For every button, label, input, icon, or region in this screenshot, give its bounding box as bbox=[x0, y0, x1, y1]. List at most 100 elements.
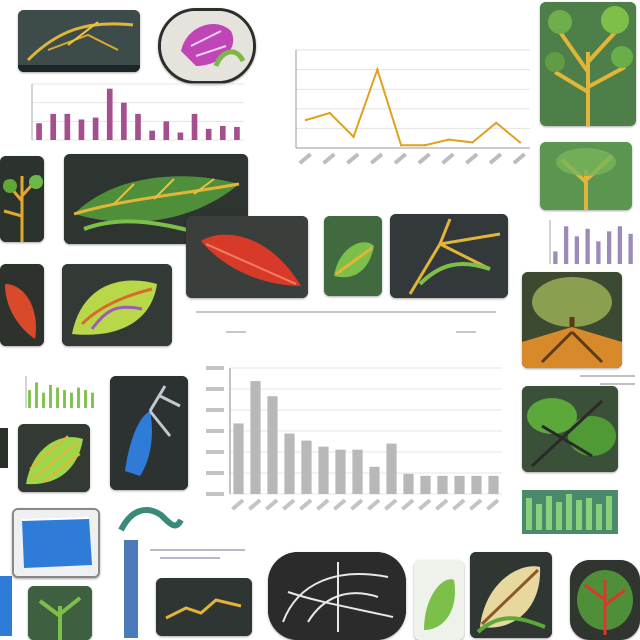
line-chart-x-tick-label bbox=[346, 152, 360, 165]
bar_chart_left-bar bbox=[70, 392, 73, 408]
colorful-leaf-tile bbox=[62, 264, 172, 346]
line-chart-x-tick-label bbox=[465, 152, 479, 165]
white-vein-tile bbox=[268, 552, 406, 640]
bar_chart_top-bar bbox=[163, 121, 170, 140]
bar_chart_top-bar bbox=[205, 128, 212, 140]
bar_chart_right-bar bbox=[563, 226, 569, 264]
dark-line-tile bbox=[156, 578, 252, 636]
text-lines-right bbox=[580, 372, 640, 390]
bar-chart-bar bbox=[369, 466, 380, 494]
bar-chart-x-tick-label bbox=[282, 498, 296, 511]
line-chart-point bbox=[304, 118, 308, 122]
line-chart-point bbox=[471, 141, 474, 144]
bar-chart-bar bbox=[301, 440, 312, 494]
line-chart bbox=[268, 28, 538, 212]
bar-chart-bar bbox=[335, 449, 346, 494]
green-tree-tile-right bbox=[540, 142, 632, 210]
line-chart-point bbox=[328, 111, 331, 115]
bar-chart-bar bbox=[284, 433, 295, 494]
bar-chart-x-tick-label bbox=[384, 498, 398, 511]
dried-leaf-tile bbox=[470, 552, 552, 638]
line-chart-x-tick-label bbox=[417, 152, 431, 165]
bar-chart-bar bbox=[488, 475, 499, 494]
bar_chart_left-bar bbox=[49, 384, 52, 408]
blue-strip-left bbox=[0, 576, 12, 636]
bar-chart-x-tick-label bbox=[469, 498, 483, 511]
plant-tile-top-left bbox=[18, 10, 140, 72]
bar_chart_top-bar bbox=[191, 113, 198, 140]
vein-tile-left bbox=[0, 156, 44, 242]
bar_chart_top-bar bbox=[92, 117, 99, 140]
bar_chart_top-bar bbox=[135, 113, 141, 140]
bar-chart-x-tick-label bbox=[299, 498, 313, 511]
bar_chart_right-bar bbox=[596, 241, 601, 264]
line-chart-x-tick-label bbox=[488, 152, 503, 165]
bar-chart-main bbox=[190, 340, 520, 540]
bar-chart-bar bbox=[250, 381, 261, 494]
line-chart-x-tick-label bbox=[369, 152, 384, 165]
bar-chart-bar bbox=[386, 443, 397, 494]
striped-leaf-tile bbox=[18, 424, 90, 492]
bar-chart-x-tick-label bbox=[452, 498, 466, 511]
bar-chart-bar bbox=[318, 446, 329, 494]
bar-chart-bar bbox=[420, 475, 431, 494]
line-chart-series-line bbox=[305, 66, 521, 147]
bar-chart-y-tick-label bbox=[206, 408, 224, 412]
bar-chart-x-tick-label bbox=[265, 498, 279, 511]
line-chart-point bbox=[423, 144, 427, 147]
bar-chart-x-tick-label bbox=[418, 498, 432, 511]
blue-strip-bottom bbox=[124, 540, 138, 638]
bar_chart_top-bar bbox=[149, 130, 155, 140]
green-leaf-tile-bottom bbox=[414, 560, 464, 640]
bar_chart_top-bar bbox=[219, 126, 226, 140]
bar-chart-bar bbox=[471, 475, 482, 494]
bar_chart_right-bar bbox=[574, 236, 580, 264]
bar-chart-x-tick-label bbox=[486, 498, 500, 511]
text-lines-middle bbox=[186, 306, 506, 336]
line-chart-point bbox=[376, 68, 379, 71]
blue-stem-tile bbox=[110, 376, 188, 490]
bar-chart-x-tick-label bbox=[401, 498, 415, 511]
small-icon-left bbox=[0, 428, 8, 468]
red-vein-tile-bottom bbox=[570, 560, 640, 640]
line-chart-x-tick-label bbox=[322, 152, 336, 165]
green-bar-strip-right bbox=[522, 490, 618, 534]
bar_chart_left-bar bbox=[42, 392, 45, 408]
line-chart-point bbox=[518, 141, 522, 144]
teal-plant-fragment bbox=[116, 500, 186, 540]
bar-chart-x-tick-label bbox=[435, 498, 449, 511]
line-chart-point bbox=[352, 135, 355, 138]
line-chart-x-tick-label bbox=[441, 152, 455, 165]
bar-chart-y-tick-label bbox=[206, 366, 224, 370]
bar_chart_right-bar bbox=[606, 231, 612, 264]
bar-chart-right-svg bbox=[549, 220, 633, 264]
bar-chart-right bbox=[540, 214, 640, 270]
bar-chart-top-svg bbox=[31, 83, 244, 141]
bar_chart_right-bar bbox=[585, 228, 590, 264]
blue-map-tile bbox=[12, 508, 100, 578]
bar-chart-x-tick-label bbox=[248, 498, 262, 511]
bar_chart_left-bar bbox=[91, 392, 94, 408]
green-leaves-tile-right bbox=[522, 386, 618, 472]
bar_chart_left-bar bbox=[77, 387, 80, 408]
bar-chart-main-svg bbox=[206, 366, 502, 511]
line-chart-x-tick-label bbox=[512, 152, 526, 165]
small-leaf-tile bbox=[324, 216, 382, 296]
bar-chart-x-tick-label bbox=[316, 498, 330, 511]
text-lines-bottom bbox=[150, 546, 250, 566]
bar_chart_top-bar bbox=[36, 123, 42, 140]
bar-chart-y-tick-label bbox=[206, 387, 224, 391]
line-chart-point bbox=[495, 121, 498, 125]
line-chart-point bbox=[399, 144, 403, 147]
yellow-stem-tile bbox=[390, 214, 508, 298]
bar-chart-y-tick-label bbox=[206, 471, 224, 475]
bar_chart_right-bar bbox=[617, 226, 623, 264]
bar_chart_right-bar bbox=[553, 251, 558, 264]
bar-chart-y-tick-label bbox=[206, 429, 224, 433]
green-plant-tile-bottom-left bbox=[28, 586, 92, 640]
bar_chart_left-bar bbox=[35, 382, 38, 408]
bar-chart-bar bbox=[352, 449, 363, 494]
bar_chart_top-bar bbox=[234, 126, 240, 140]
bar_chart_top-bar bbox=[78, 119, 85, 140]
bar-chart-bar bbox=[437, 475, 448, 494]
